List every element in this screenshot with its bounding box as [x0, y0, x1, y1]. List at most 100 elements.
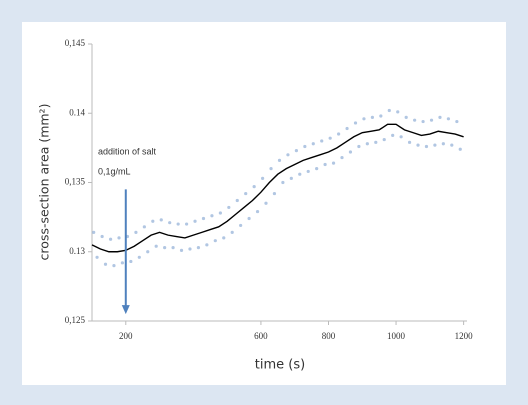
- scatter-point: [320, 139, 324, 143]
- scatter-point: [399, 135, 403, 139]
- scatter-point: [159, 218, 163, 222]
- scatter-point: [196, 245, 201, 250]
- scatter-point: [117, 236, 121, 240]
- scatter-point: [424, 144, 429, 149]
- scatter-point: [142, 225, 146, 229]
- scatter-point: [188, 247, 192, 251]
- scatter-point: [129, 259, 133, 264]
- scatter-point: [95, 255, 99, 259]
- scatter-point: [357, 144, 361, 149]
- x-tick-label: 600: [254, 331, 268, 341]
- scatter-point: [407, 140, 412, 144]
- scatter-point: [391, 133, 395, 138]
- scatter-point: [176, 222, 180, 226]
- scatter-point: [337, 132, 341, 136]
- scatter-point: [331, 161, 336, 165]
- scatter-point: [100, 234, 104, 239]
- scatter-point: [429, 118, 434, 122]
- chart-panel: [22, 22, 506, 385]
- scatter-point: [184, 222, 189, 226]
- scatter-point: [379, 114, 383, 118]
- y-tick-label: 0,135: [65, 177, 86, 187]
- line-series: [91, 123, 464, 253]
- scatter-point: [416, 143, 420, 147]
- x-tick-label: 800: [322, 331, 336, 341]
- scatter-point: [277, 158, 282, 162]
- scatter-point: [286, 153, 290, 157]
- scatter-point: [205, 243, 209, 247]
- scatter-point: [455, 119, 459, 124]
- y-tick-label: 0,125: [65, 315, 86, 325]
- y-tick-label: 0.14: [69, 107, 85, 117]
- scatter-point: [458, 147, 462, 151]
- x-tick-label: 1000: [387, 331, 406, 341]
- x-axis-label: time (s): [255, 358, 305, 373]
- scatter-point: [365, 142, 369, 146]
- scatter-point: [311, 142, 315, 146]
- scatter-point: [213, 239, 217, 243]
- scatter-point: [272, 191, 277, 196]
- scatter-point: [382, 137, 386, 142]
- scatter-point: [374, 140, 378, 144]
- scatter-point: [353, 121, 358, 125]
- scatter-point: [154, 244, 158, 248]
- scatter-point: [112, 264, 116, 268]
- scatter-point: [235, 198, 239, 203]
- y-tick-label: 0.13: [69, 246, 85, 256]
- x-tick-label: 200: [119, 331, 133, 341]
- scatter-point: [433, 143, 437, 147]
- scatter-point: [239, 223, 243, 228]
- scatter-point: [193, 219, 197, 223]
- scatter-point: [396, 110, 400, 114]
- scatter-point: [103, 262, 108, 266]
- scatter-point: [264, 201, 268, 205]
- scatter-point: [362, 117, 366, 121]
- scatter-point: [298, 172, 302, 176]
- scatter-point: [348, 150, 353, 154]
- scatter-point: [168, 221, 172, 225]
- scatter-point: [345, 126, 349, 131]
- scatter-point: [413, 118, 417, 122]
- scatter-point: [261, 176, 265, 180]
- scatter-point: [244, 191, 248, 196]
- scatter-point: [222, 236, 226, 240]
- annotation-text: addition of salt: [98, 146, 157, 156]
- y-tick-label: 0,145: [65, 38, 86, 48]
- scatter-point: [303, 144, 307, 149]
- scatter-point: [163, 245, 167, 250]
- scatter-point: [421, 119, 425, 124]
- scatter-point: [450, 143, 454, 147]
- scatter-point: [438, 115, 442, 120]
- scatter-point: [269, 167, 273, 171]
- scatter-point: [387, 108, 391, 113]
- scatter-point: [108, 237, 113, 241]
- scatter-point: [151, 219, 155, 223]
- x-tick-label: 1200: [455, 331, 474, 341]
- scatter-point: [294, 149, 298, 153]
- scatter-point: [281, 180, 285, 185]
- scatter-point: [146, 250, 150, 254]
- scatter-point: [134, 230, 138, 234]
- scatter-point: [218, 211, 222, 215]
- scatter-point: [306, 169, 310, 174]
- scatter-point: [255, 209, 260, 214]
- scatter-point: [289, 176, 293, 180]
- scatter-point: [328, 136, 332, 140]
- scatter-point: [446, 117, 451, 121]
- scatter-point: [340, 155, 344, 160]
- scatter-point: [441, 142, 445, 146]
- scatter-point: [252, 185, 256, 189]
- scatter-point: [230, 230, 234, 234]
- annotation-arrowhead: [121, 305, 130, 315]
- scatter-point: [210, 214, 214, 218]
- scatter-point: [92, 230, 96, 234]
- scatter-point: [201, 216, 206, 221]
- scatter-point: [323, 162, 327, 167]
- scatter-point: [315, 167, 319, 171]
- scatter-point: [171, 245, 175, 250]
- scatter-point: [370, 115, 375, 120]
- scatter-point: [227, 205, 231, 210]
- scatter-point: [247, 216, 251, 221]
